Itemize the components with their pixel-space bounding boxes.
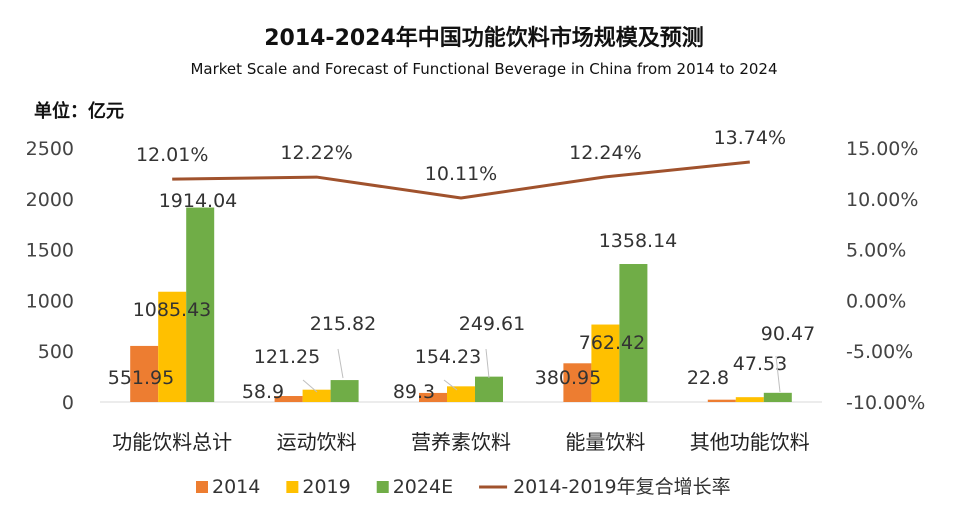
y-tick-label: 500 — [38, 341, 74, 363]
y2-tick-label: -5.00% — [846, 341, 913, 363]
data-label-2014: 380.95 — [535, 367, 601, 389]
bar-2024E — [619, 264, 648, 402]
chart-subtitle: Market Scale and Forecast of Functional … — [190, 60, 778, 78]
legend-label-2019: 2019 — [302, 476, 350, 498]
category-label: 能量饮料 — [565, 430, 645, 454]
unit-label: 单位：亿元 — [34, 101, 124, 122]
leader-line — [485, 348, 490, 379]
chart-title: 2014-2024年中国功能饮料市场规模及预测 — [264, 26, 704, 51]
bar-2014 — [707, 399, 736, 402]
data-label-2019: 1085.43 — [133, 299, 212, 321]
leader-line — [302, 379, 318, 393]
bar-2019 — [158, 291, 187, 402]
legend-swatch-2019 — [286, 481, 299, 493]
y-tick-label: 1000 — [26, 290, 74, 312]
data-label-2014: 89.3 — [393, 381, 435, 403]
category-label: 其他功能饮料 — [690, 430, 810, 454]
y2-tick-label: -10.00% — [846, 392, 925, 414]
y2-tick-label: 5.00% — [846, 240, 906, 262]
bar-2024E — [763, 392, 792, 402]
y2-tick-label: 15.00% — [846, 138, 918, 160]
data-label-2019: 121.25 — [254, 346, 320, 368]
y-tick-label: 1500 — [26, 240, 74, 262]
bar-2019 — [735, 397, 764, 402]
bar-2019 — [302, 389, 331, 402]
category-label: 功能饮料总计 — [112, 430, 232, 454]
leader-line — [337, 348, 344, 379]
bar-2024E — [330, 380, 359, 402]
growth-rate-label: 12.22% — [280, 142, 352, 164]
data-label-2014: 22.8 — [687, 367, 729, 389]
bar-2014 — [419, 392, 447, 402]
legend-swatch-2024E — [376, 481, 389, 493]
y2-tick-label: 10.00% — [846, 189, 918, 211]
category-label: 运动饮料 — [277, 430, 357, 454]
bar-2019 — [591, 324, 620, 402]
legend-swatch-2014 — [196, 481, 208, 493]
legend-label-growth-rate: 2014-2019年复合增长率 — [513, 476, 731, 498]
y-tick-label: 2000 — [26, 189, 74, 211]
bar-2014 — [130, 345, 159, 402]
data-label-2014: 58.9 — [242, 381, 284, 403]
y-tick-label: 0 — [62, 392, 74, 414]
legend-label-2024E: 2024E — [393, 476, 453, 498]
data-label-2024E: 1358.14 — [599, 230, 678, 252]
y2-tick-label: 0.00% — [846, 290, 906, 312]
bar-2024E — [475, 376, 503, 402]
bar-2019 — [447, 386, 475, 402]
data-label-2024E: 90.47 — [761, 323, 815, 345]
category-label: 营养素饮料 — [411, 430, 511, 454]
bar-2014 — [274, 396, 303, 402]
bar-2024E — [186, 207, 215, 402]
data-label-2019: 154.23 — [415, 346, 481, 368]
y-tick-label: 2500 — [26, 138, 74, 160]
bar-2014 — [563, 363, 592, 402]
data-label-2024E: 1914.04 — [159, 190, 238, 212]
growth-rate-label: 10.11% — [425, 163, 497, 185]
data-label-2024E: 215.82 — [310, 313, 376, 335]
leader-line — [775, 355, 781, 393]
growth-rate-label: 12.24% — [569, 142, 641, 164]
data-label-2019: 47.53 — [733, 353, 787, 375]
growth-rate-line — [172, 160, 750, 200]
growth-rate-label: 13.74% — [714, 127, 786, 149]
legend-label-2014: 2014 — [212, 476, 260, 498]
data-label-2019: 762.42 — [579, 332, 645, 354]
leader-line — [443, 379, 458, 391]
growth-rate-label: 12.01% — [136, 144, 208, 166]
data-label-2024E: 249.61 — [459, 313, 525, 335]
data-label-2014: 551.95 — [108, 367, 174, 389]
